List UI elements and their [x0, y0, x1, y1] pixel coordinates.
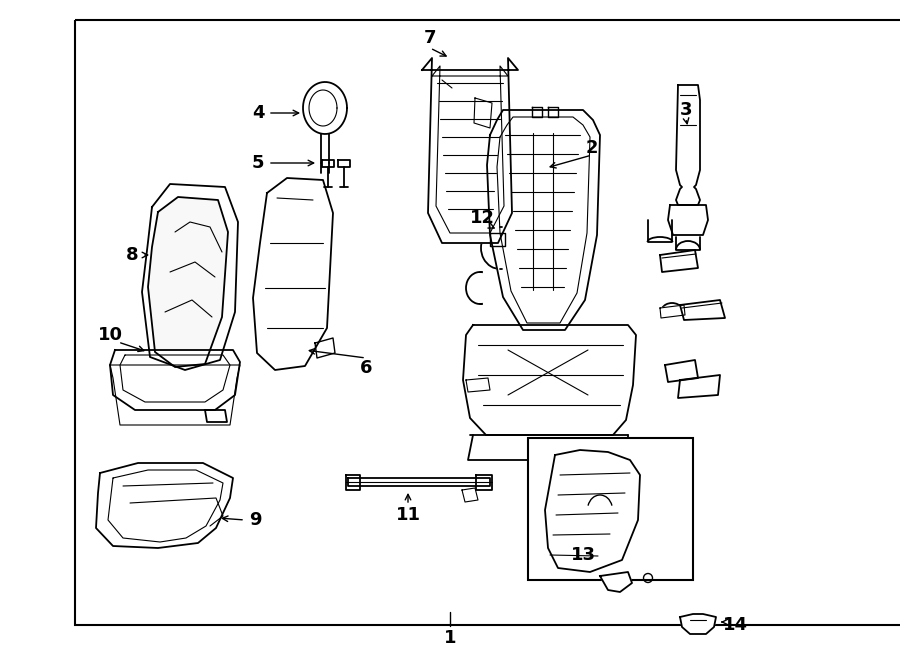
Polygon shape: [96, 463, 233, 548]
Polygon shape: [346, 475, 360, 490]
Bar: [528, 438, 693, 580]
Polygon shape: [545, 450, 640, 572]
Polygon shape: [253, 178, 333, 370]
Text: 8: 8: [126, 246, 139, 264]
Polygon shape: [535, 443, 550, 457]
Polygon shape: [462, 488, 478, 502]
Text: 5: 5: [252, 154, 265, 172]
Text: 11: 11: [395, 506, 420, 524]
Text: 12: 12: [470, 209, 494, 227]
Polygon shape: [315, 338, 335, 358]
Polygon shape: [142, 184, 238, 370]
Polygon shape: [466, 378, 490, 392]
Polygon shape: [322, 160, 334, 167]
Polygon shape: [476, 475, 492, 490]
Polygon shape: [532, 107, 542, 117]
Polygon shape: [338, 160, 350, 167]
Polygon shape: [348, 478, 490, 486]
Polygon shape: [678, 375, 720, 398]
Text: 14: 14: [723, 616, 748, 634]
Text: 9: 9: [248, 511, 261, 529]
Text: 10: 10: [97, 326, 122, 344]
Text: 7: 7: [424, 29, 436, 47]
Text: 4: 4: [252, 104, 265, 122]
Text: 3: 3: [680, 101, 692, 119]
Polygon shape: [676, 85, 700, 205]
Polygon shape: [660, 250, 698, 272]
Polygon shape: [548, 107, 558, 117]
Polygon shape: [205, 410, 227, 422]
Text: 6: 6: [360, 359, 373, 377]
Polygon shape: [474, 98, 492, 128]
Polygon shape: [110, 350, 240, 410]
Polygon shape: [665, 360, 698, 382]
Polygon shape: [490, 233, 505, 246]
Polygon shape: [668, 205, 708, 235]
Text: 2: 2: [586, 139, 598, 157]
Polygon shape: [600, 572, 632, 592]
Polygon shape: [463, 325, 636, 435]
Polygon shape: [487, 110, 600, 330]
Polygon shape: [422, 58, 518, 243]
Text: 13: 13: [571, 546, 596, 564]
Text: 1: 1: [444, 629, 456, 647]
Polygon shape: [303, 82, 347, 134]
Polygon shape: [680, 614, 716, 634]
Polygon shape: [110, 365, 240, 425]
Polygon shape: [680, 300, 725, 320]
Polygon shape: [148, 197, 228, 367]
Polygon shape: [660, 305, 685, 318]
